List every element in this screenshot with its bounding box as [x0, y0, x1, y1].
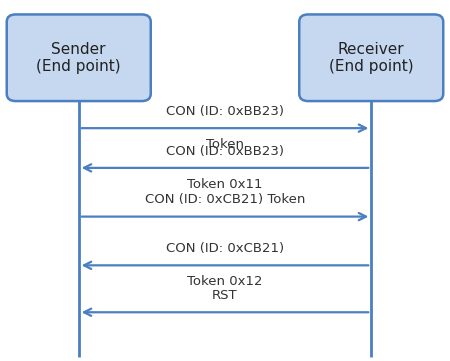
Text: Receiver
(End point): Receiver (End point) — [329, 42, 414, 74]
Text: Token: Token — [206, 138, 244, 151]
FancyBboxPatch shape — [7, 14, 151, 101]
Text: CON (ID: 0xBB23): CON (ID: 0xBB23) — [166, 145, 284, 158]
Text: CON (ID: 0xBB23): CON (ID: 0xBB23) — [166, 105, 284, 118]
Text: CON (ID: 0xCB21): CON (ID: 0xCB21) — [166, 242, 284, 255]
FancyBboxPatch shape — [299, 14, 443, 101]
Text: Token 0x12: Token 0x12 — [187, 275, 263, 288]
Text: RST: RST — [212, 289, 238, 302]
Text: CON (ID: 0xCB21) Token: CON (ID: 0xCB21) Token — [145, 193, 305, 206]
Text: Sender
(End point): Sender (End point) — [36, 42, 121, 74]
Text: Token 0x11: Token 0x11 — [187, 178, 263, 191]
